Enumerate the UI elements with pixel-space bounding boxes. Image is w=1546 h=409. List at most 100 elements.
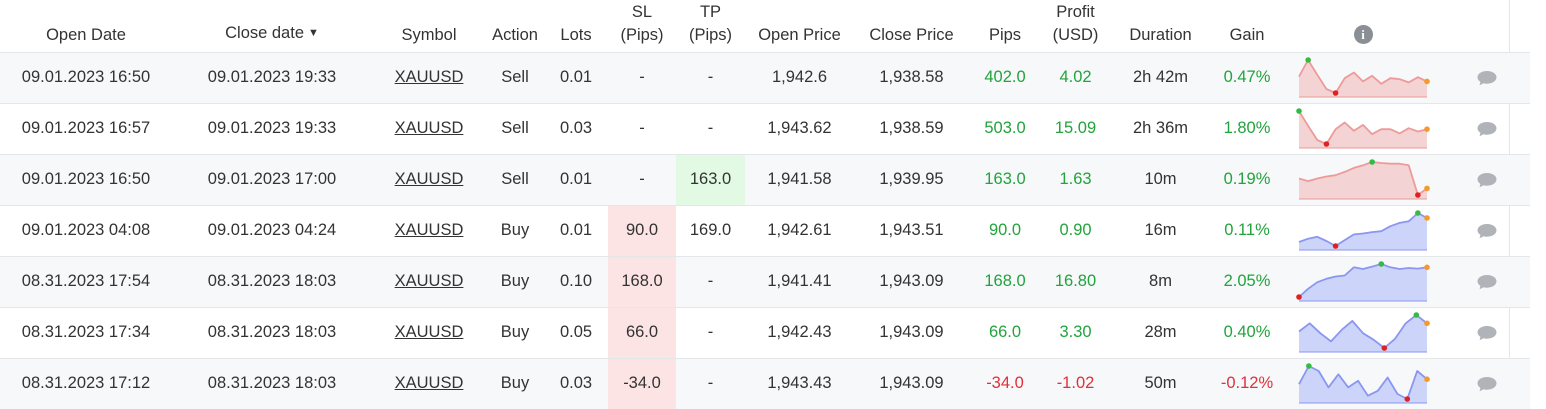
col-lots[interactable]: Lots xyxy=(560,25,592,44)
col-open-price[interactable]: Open Price xyxy=(758,25,841,44)
col-info[interactable]: i xyxy=(1283,0,1443,52)
sparkline-end-marker xyxy=(1424,185,1430,191)
cell-sl: 66.0 xyxy=(608,307,676,358)
cell-profit: 16.80 xyxy=(1054,272,1097,290)
cell-lots: 0.03 xyxy=(559,374,593,393)
cell-close-price: 1,943.09 xyxy=(879,323,944,341)
table-row[interactable]: 08.31.2023 17:54 08.31.2023 18:03 XAUUSD Bu… xyxy=(0,256,1530,307)
cell-close-price: 1,938.58 xyxy=(879,68,944,86)
cell-close-price: 1,943.09 xyxy=(879,374,944,393)
cell-close-date: 08.31.2023 18:03 xyxy=(207,374,337,393)
table-row[interactable]: 09.01.2023 16:57 09.01.2023 19:33 XAUUSD Se… xyxy=(0,103,1530,154)
cell-comment xyxy=(1443,205,1530,256)
col-profit-unit: (USD) xyxy=(1052,25,1099,44)
sparkline-area xyxy=(1299,212,1427,250)
table-row[interactable]: 08.31.2023 17:34 08.31.2023 18:03 XAUUSD Bu… xyxy=(0,307,1530,358)
comment-icon[interactable] xyxy=(1476,171,1498,189)
cell-action: Sell xyxy=(501,119,529,137)
cell-symbol: XAUUSD xyxy=(372,154,486,205)
symbol-link[interactable]: XAUUSD xyxy=(394,68,464,86)
comment-icon[interactable] xyxy=(1476,120,1498,138)
symbol-link[interactable]: XAUUSD xyxy=(394,221,464,239)
cell-symbol: XAUUSD xyxy=(372,358,486,409)
col-gain[interactable]: Gain xyxy=(1229,25,1265,44)
table-header: Open Date Close date ▼ Symbol Action Lots… xyxy=(0,0,1530,52)
cell-action: Sell xyxy=(501,170,529,188)
cell-comment xyxy=(1443,358,1530,409)
comment-icon[interactable] xyxy=(1476,222,1498,240)
cell-sl: 90.0 xyxy=(608,205,676,256)
symbol-link[interactable]: XAUUSD xyxy=(394,119,464,137)
col-symbol[interactable]: Symbol xyxy=(401,25,457,44)
cell-sparkline xyxy=(1283,307,1443,358)
sparkline-min-marker xyxy=(1381,344,1388,351)
sparkline-area xyxy=(1299,263,1427,301)
table-body: 09.01.2023 16:50 09.01.2023 19:33 XAUUSD Se… xyxy=(0,52,1530,409)
cell-open-price: 1,942.6 xyxy=(771,68,828,86)
table-row[interactable]: 09.01.2023 04:08 09.01.2023 04:24 XAUUSD Bu… xyxy=(0,205,1530,256)
header-row: Open Date Close date ▼ Symbol Action Lots… xyxy=(0,0,1530,52)
comment-icon[interactable] xyxy=(1476,324,1498,342)
col-sl-label: SL xyxy=(631,2,653,21)
col-tp[interactable]: TP (Pips) xyxy=(676,0,745,52)
sparkline-min-marker xyxy=(1332,89,1339,96)
cell-open-date: 08.31.2023 17:34 xyxy=(21,323,151,341)
info-icon[interactable]: i xyxy=(1353,24,1373,44)
cell-duration: 50m xyxy=(1144,374,1177,393)
table-row[interactable]: 09.01.2023 16:50 09.01.2023 19:33 XAUUSD Se… xyxy=(0,52,1530,103)
comment-bubble-shape xyxy=(1477,274,1496,289)
cell-open-date: 09.01.2023 16:50 xyxy=(21,170,151,188)
col-pips[interactable]: Pips xyxy=(988,25,1022,44)
cell-duration: 2h 42m xyxy=(1132,68,1189,86)
cell-tp: 169.0 xyxy=(689,221,732,239)
cell-comment xyxy=(1443,256,1530,307)
cell-close-price: 1,943.51 xyxy=(879,221,944,239)
sparkline-area xyxy=(1299,59,1427,97)
sort-desc-icon: ▼ xyxy=(308,26,319,39)
col-duration[interactable]: Duration xyxy=(1129,25,1192,44)
cell-action: Sell xyxy=(501,68,529,86)
cell-pips: 90.0 xyxy=(988,221,1022,239)
sparkline-end-marker xyxy=(1424,264,1430,270)
cell-symbol: XAUUSD xyxy=(372,103,486,154)
symbol-link[interactable]: XAUUSD xyxy=(394,374,464,393)
col-close-price[interactable]: Close Price xyxy=(869,25,954,44)
cell-duration: 8m xyxy=(1149,272,1172,290)
cell-action: Buy xyxy=(500,272,530,290)
col-action[interactable]: Action xyxy=(492,25,538,44)
comment-icon[interactable] xyxy=(1476,69,1498,87)
table-row[interactable]: 08.31.2023 17:12 08.31.2023 18:03 XAUUSD Bu… xyxy=(0,358,1530,409)
comment-bubble-shape xyxy=(1477,325,1496,340)
cell-action: Buy xyxy=(500,374,530,393)
col-sl[interactable]: SL (Pips) xyxy=(608,0,676,52)
cell-close-price: 1,943.09 xyxy=(879,272,944,290)
sparkline-max-marker xyxy=(1413,311,1420,318)
table-row[interactable]: 09.01.2023 16:50 09.01.2023 17:00 XAUUSD Se… xyxy=(0,154,1530,205)
cell-open-price: 1,943.43 xyxy=(767,374,832,393)
col-profit[interactable]: Profit (USD) xyxy=(1041,0,1110,52)
cell-symbol: XAUUSD xyxy=(372,205,486,256)
col-open-date[interactable]: Open Date xyxy=(46,25,126,44)
cell-sparkline xyxy=(1283,154,1443,205)
cell-close-date: 09.01.2023 19:33 xyxy=(207,68,337,86)
sparkline-max-marker xyxy=(1369,158,1375,165)
cell-symbol: XAUUSD xyxy=(372,52,486,103)
symbol-link[interactable]: XAUUSD xyxy=(394,170,464,188)
sparkline-min-marker xyxy=(1404,395,1411,402)
comment-icon[interactable] xyxy=(1476,273,1498,291)
col-close-date[interactable]: Close date ▼ xyxy=(172,0,372,52)
trade-sparkline-chart xyxy=(1298,362,1430,404)
cell-comment xyxy=(1443,307,1530,358)
cell-pips: 503.0 xyxy=(984,119,1026,137)
sparkline-area xyxy=(1299,161,1427,199)
cell-comment xyxy=(1443,103,1530,154)
cell-profit: 4.02 xyxy=(1059,68,1092,86)
symbol-link[interactable]: XAUUSD xyxy=(394,272,464,290)
symbol-link[interactable]: XAUUSD xyxy=(394,323,464,341)
comment-bubble-shape xyxy=(1477,223,1496,238)
comment-icon[interactable] xyxy=(1476,375,1498,393)
cell-close-date: 08.31.2023 18:03 xyxy=(207,272,337,290)
cell-pips: 163.0 xyxy=(984,170,1026,188)
cell-lots: 0.01 xyxy=(559,170,593,188)
